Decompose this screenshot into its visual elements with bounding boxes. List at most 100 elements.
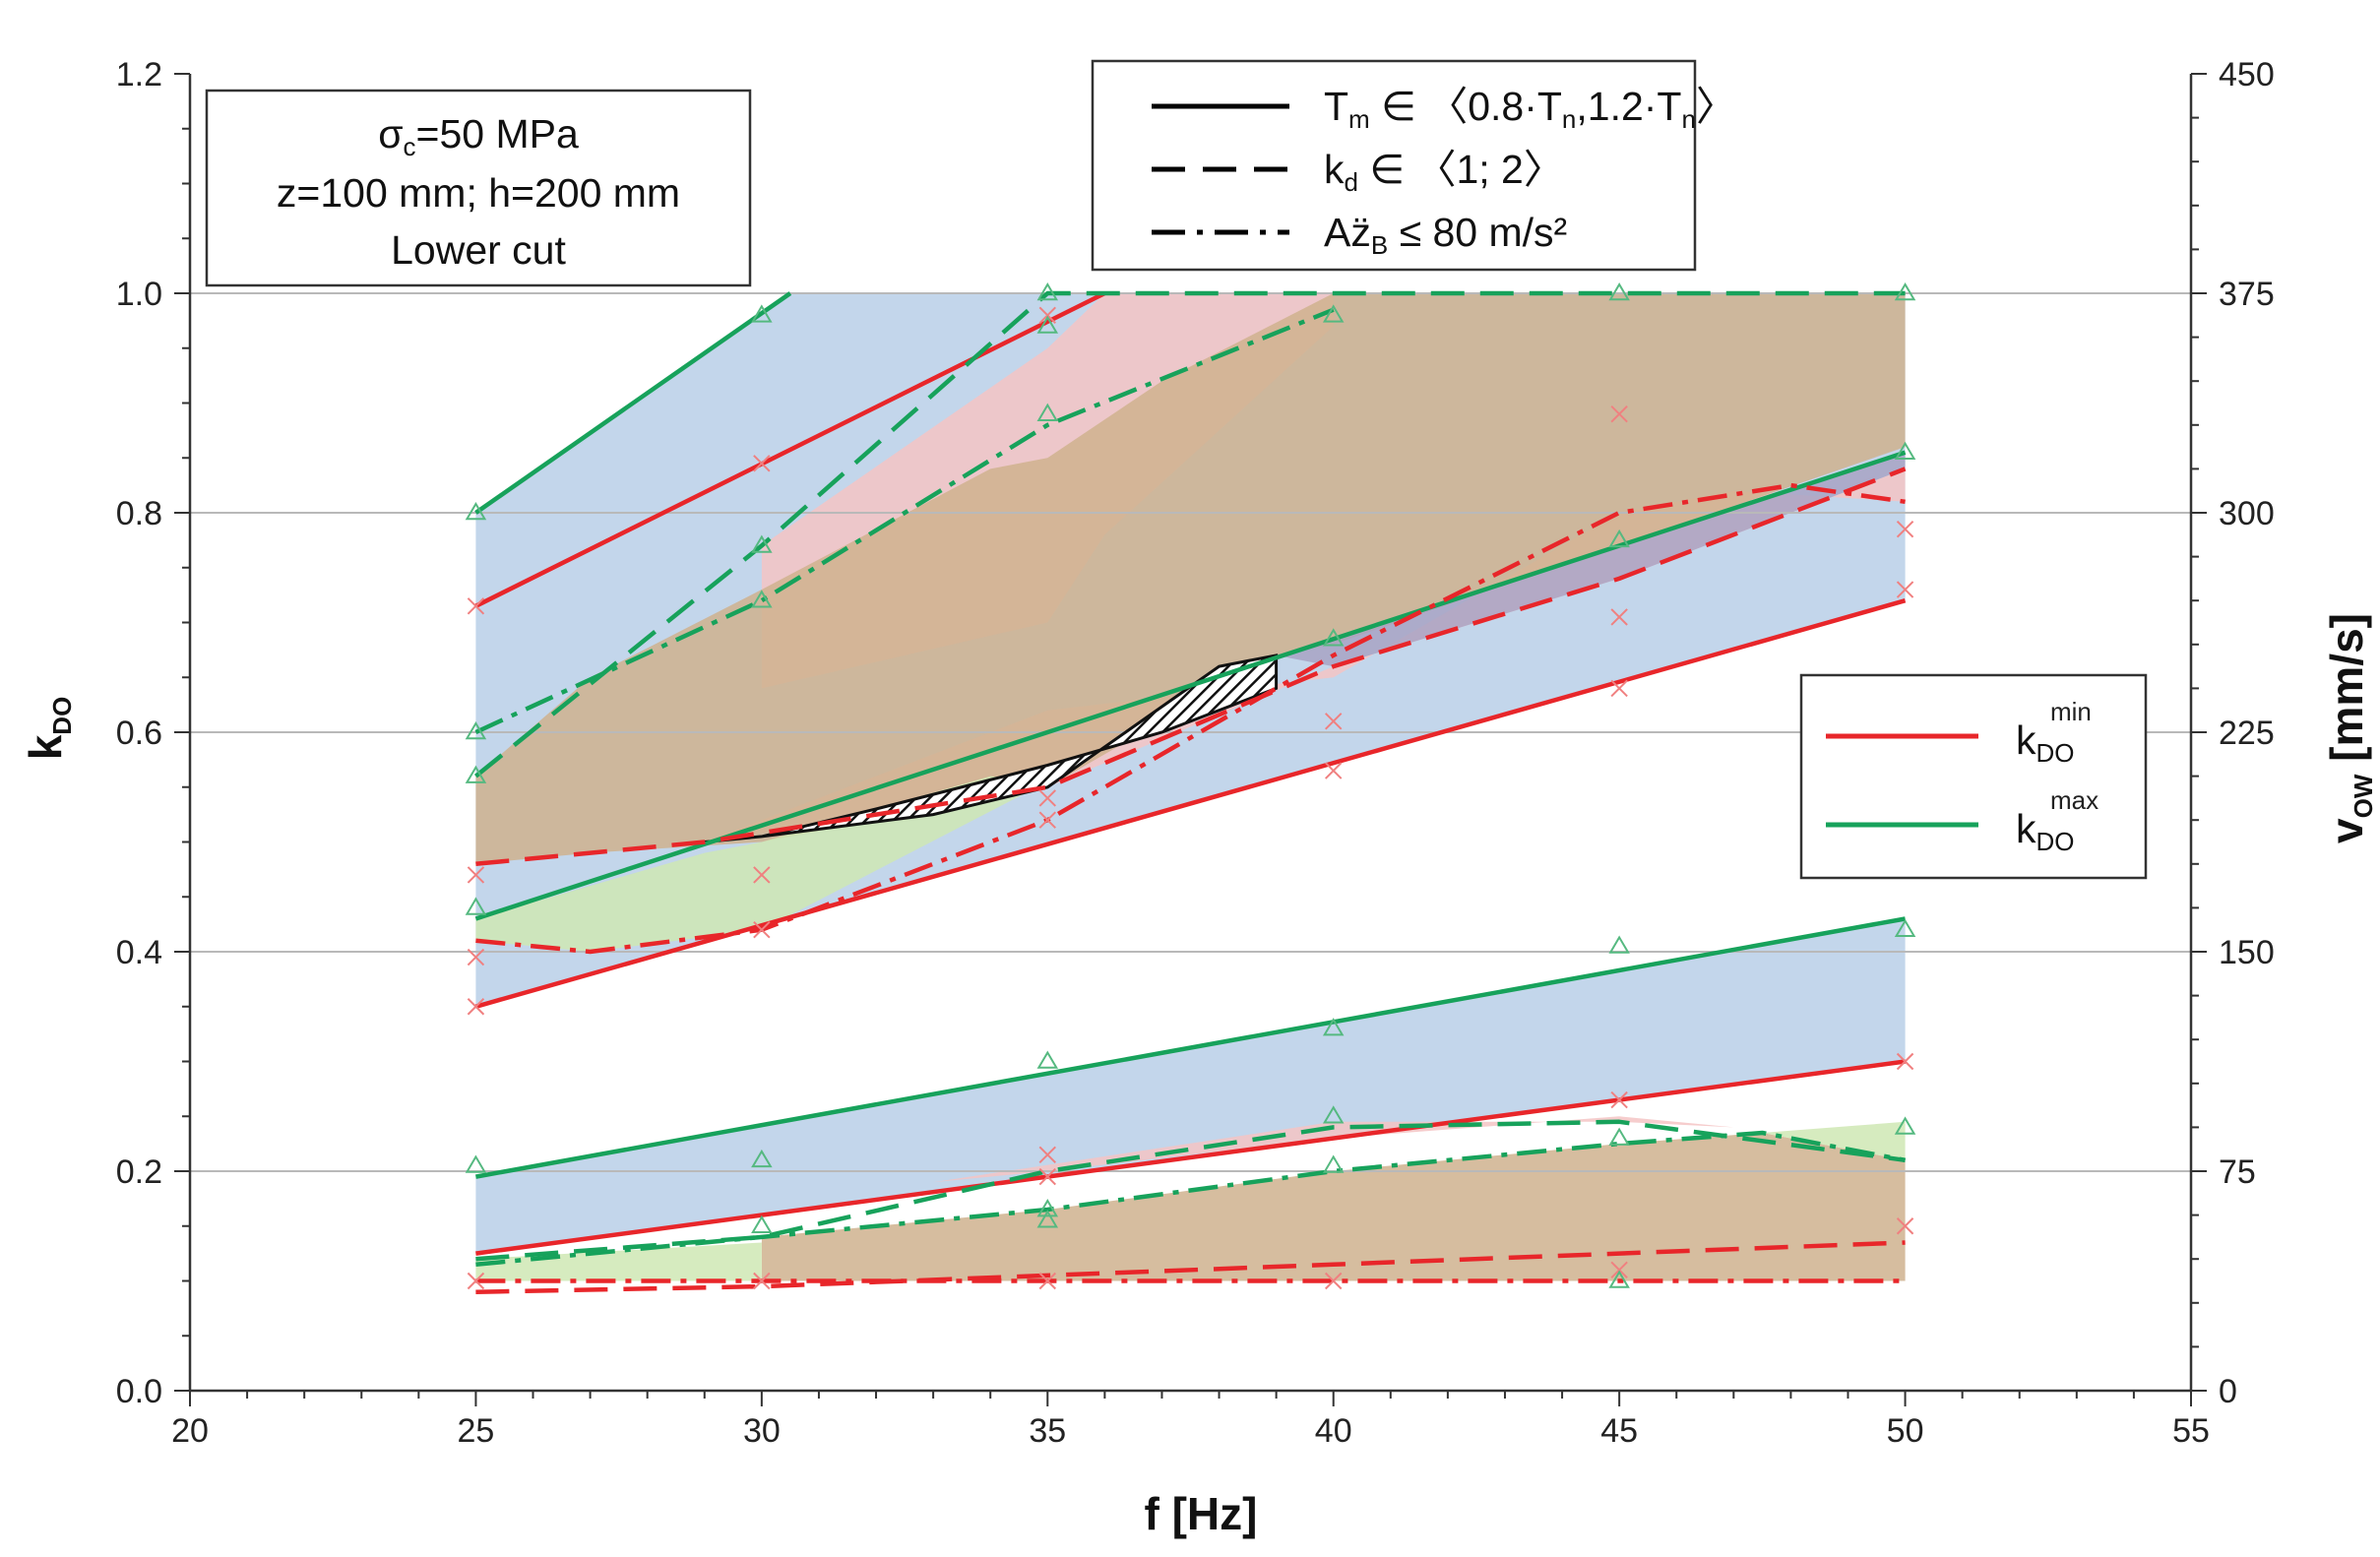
kmax-point bbox=[1036, 403, 1059, 421]
kmin-point bbox=[1896, 581, 1914, 598]
kmin-point bbox=[467, 998, 485, 1016]
kmax-point bbox=[1608, 282, 1630, 301]
kmax-point bbox=[1608, 529, 1630, 548]
kmax-point bbox=[1608, 1127, 1630, 1146]
kmax-point bbox=[1036, 282, 1059, 301]
series-line-kmin-dashed bbox=[475, 1240, 1906, 1294]
kmin-point bbox=[1038, 1272, 1056, 1290]
series-line-kmin-dashed bbox=[475, 467, 1907, 867]
kmin-point bbox=[1325, 762, 1343, 779]
kmin-point bbox=[1610, 405, 1628, 423]
kmin-point bbox=[1325, 1272, 1343, 1290]
legend-dashed-label: kd ∈ 〈1; 2〉 bbox=[1324, 147, 1564, 197]
y-tick-label: 0.2 bbox=[116, 1153, 162, 1191]
kmax-point bbox=[465, 765, 487, 783]
condition-stress: σc=50 MPa bbox=[378, 111, 579, 161]
color-legend: kDO min kDO max bbox=[1799, 673, 2148, 880]
x-tick-label: 40 bbox=[1315, 1412, 1352, 1450]
kmax-point bbox=[751, 304, 773, 323]
kmax-point bbox=[1036, 1210, 1059, 1228]
kmax-point bbox=[751, 590, 773, 608]
y-axis-title-sub: DO bbox=[47, 697, 77, 735]
fill-region-red bbox=[933, 1116, 1734, 1183]
fill-region-green bbox=[475, 776, 1048, 952]
condition-cut: Lower cut bbox=[391, 227, 566, 273]
kmin-point bbox=[1896, 1217, 1914, 1235]
kmin-point bbox=[753, 1272, 771, 1290]
y2-tick-label: 0 bbox=[2219, 1373, 2237, 1410]
kmax-point bbox=[1608, 935, 1630, 954]
conditions-box: σc=50 MPa z=100 mm; h=200 mm Lower cut bbox=[205, 89, 752, 287]
kmax-point bbox=[751, 1214, 773, 1234]
series-line-kmax-dashdot bbox=[474, 307, 1335, 735]
series-line-kmax-dashed bbox=[475, 1119, 1906, 1262]
legend-kmin-label: kDO bbox=[2016, 717, 2075, 768]
x-tick-label: 55 bbox=[2172, 1412, 2210, 1450]
series-line-kmax-solid bbox=[475, 916, 1906, 1179]
kmax-point bbox=[1894, 441, 1916, 460]
y2-tick-label: 75 bbox=[2219, 1153, 2256, 1191]
y-axis-title: kDO bbox=[20, 697, 77, 761]
y-tick-label: 1.0 bbox=[116, 276, 162, 313]
kmax-point bbox=[751, 1149, 773, 1168]
y2-axis-title: vOW [mm/s] bbox=[2321, 613, 2378, 843]
kmin-point bbox=[1610, 1090, 1628, 1109]
kmin-point bbox=[1896, 1052, 1914, 1071]
series-line-kmax-dashed bbox=[473, 290, 1906, 778]
kmax-point bbox=[1036, 1199, 1059, 1217]
fill-region-brown bbox=[761, 1133, 1906, 1281]
x-tick-label: 35 bbox=[1029, 1412, 1066, 1450]
legend-kmax-sup: max bbox=[2050, 785, 2098, 815]
legend-dashdot-label: Az̈B ≤ 80 m/s² bbox=[1324, 210, 1567, 260]
kmax-point bbox=[1894, 282, 1916, 301]
kmax-point bbox=[1894, 1116, 1916, 1135]
series-line-kmax-solid bbox=[474, 291, 792, 515]
axes bbox=[174, 73, 2207, 1406]
kmax-point bbox=[1322, 1105, 1345, 1124]
y-tick-label: 0.4 bbox=[116, 934, 162, 971]
y-tick-label: 0.0 bbox=[116, 1373, 162, 1410]
x-tick-label: 45 bbox=[1600, 1412, 1638, 1450]
y-tick-label: 1.2 bbox=[116, 56, 162, 93]
condition-geometry: z=100 mm; h=200 mm bbox=[277, 170, 680, 216]
series-line-kmin-solid bbox=[474, 598, 1907, 1009]
tick-labels: 20 25 30 35 40 45 50 55 0.0 0.2 0.4 0.6 0.8 1.0 1.2 0 75… bbox=[116, 56, 2275, 1450]
kmax-point bbox=[1894, 918, 1916, 937]
kmin-point bbox=[1038, 1167, 1056, 1186]
kmax-point bbox=[465, 721, 487, 740]
y-tick-label: 0.6 bbox=[116, 715, 162, 752]
kmax-point bbox=[1322, 628, 1345, 647]
series-line-kmin-solid bbox=[474, 290, 1106, 608]
kmin-point bbox=[467, 866, 485, 884]
x-axis-title: f [Hz] bbox=[1145, 1488, 1258, 1539]
x-tick-label: 30 bbox=[743, 1412, 781, 1450]
legend-solid-label: Tm ∈ 〈0.8·Tn,1.2·Tn〉 bbox=[1324, 84, 1736, 134]
kmin-point bbox=[1325, 713, 1343, 730]
y2-axis-title-sub: OW bbox=[2349, 774, 2378, 818]
kmax-point bbox=[1036, 315, 1059, 334]
svg-text:vOW [mm/s]: vOW [mm/s] bbox=[2321, 613, 2378, 843]
style-legend: Tm ∈ 〈0.8·Tn,1.2·Tn〉 kd ∈ 〈1; 2〉 Az̈B ≤ … bbox=[1091, 59, 1736, 272]
kmin-point bbox=[1038, 811, 1056, 829]
kmax-point bbox=[751, 534, 773, 553]
y-axis-title-main: k bbox=[20, 734, 71, 760]
fill-region-brown bbox=[475, 293, 1906, 864]
y2-tick-label: 150 bbox=[2219, 934, 2275, 971]
kmax-point bbox=[1036, 1050, 1059, 1069]
y2-tick-label: 300 bbox=[2219, 495, 2275, 532]
kmin-point bbox=[467, 948, 485, 966]
kmax-point bbox=[465, 897, 487, 915]
legend-kmin-sup: min bbox=[2050, 697, 2092, 726]
x-tick-label: 20 bbox=[171, 1412, 209, 1450]
series-lines bbox=[473, 290, 1907, 1294]
svg-text:kDO: kDO bbox=[20, 697, 77, 761]
fill-region-green bbox=[1762, 1121, 1906, 1160]
x-tick-label: 50 bbox=[1887, 1412, 1924, 1450]
kmin-point bbox=[467, 1272, 485, 1290]
series-line-kmin-solid bbox=[475, 1059, 1906, 1256]
kmin-point bbox=[1610, 679, 1628, 698]
y2-tick-label: 225 bbox=[2219, 715, 2275, 752]
kmin-point bbox=[753, 866, 771, 884]
shaded-regions bbox=[475, 293, 1906, 1281]
